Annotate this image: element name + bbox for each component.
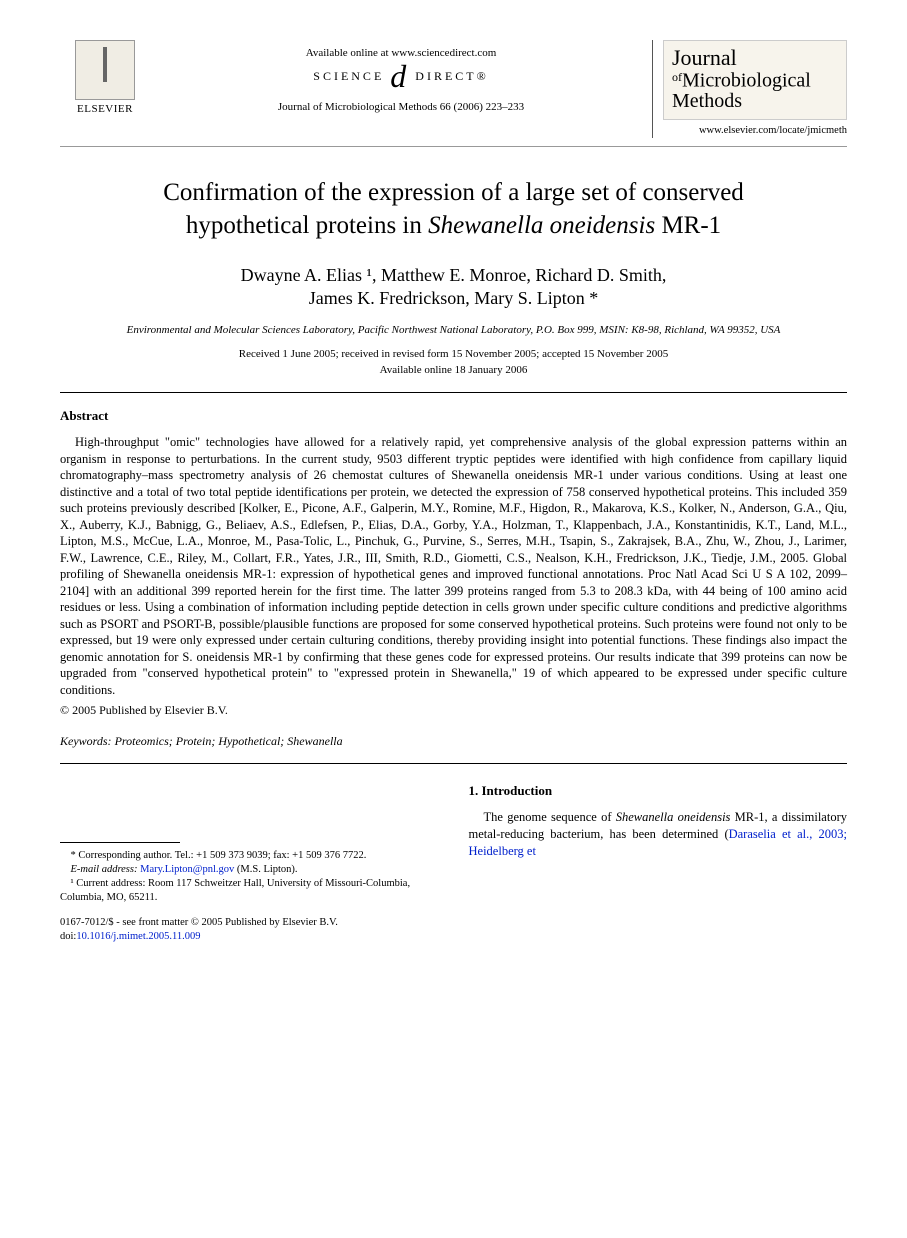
citation-line: Journal of Microbiological Methods 66 (2…: [150, 100, 652, 115]
author-email-link[interactable]: Mary.Lipton@pnl.gov: [137, 864, 234, 875]
title-species-name: Shewanella oneidensis: [428, 212, 655, 239]
intro-species-name: Shewanella oneidensis: [616, 810, 731, 824]
abstract-paragraph: High-throughput "omic" technologies have…: [60, 434, 847, 698]
abstract-heading: Abstract: [60, 407, 847, 425]
sd-text-right: DIRECT®: [415, 68, 488, 84]
bottom-meta: 0167-7012/$ - see front matter © 2005 Pu…: [60, 916, 439, 944]
footnotes-block: * Corresponding author. Tel.: +1 509 373…: [60, 849, 439, 906]
sciencedirect-logo: SCIENCE d DIRECT®: [313, 67, 488, 86]
journal-mid-word: Microbiological: [682, 69, 811, 91]
title-line1: Confirmation of the expression of a larg…: [163, 179, 744, 206]
abstract-body: High-throughput "omic" technologies have…: [60, 434, 847, 698]
authors-block: Dwayne A. Elias ¹, Matthew E. Monroe, Ri…: [60, 264, 847, 311]
keywords-line: Keywords: Proteomics; Protein; Hypotheti…: [60, 733, 847, 749]
copyright-line: © 2005 Published by Elsevier B.V.: [60, 702, 847, 718]
intro-paragraph: The genome sequence of Shewanella oneide…: [469, 809, 848, 860]
email-line: E-mail address: Mary.Lipton@pnl.gov (M.S…: [60, 863, 439, 877]
elsevier-tree-icon: [75, 40, 135, 100]
journal-name-line3: Methods: [672, 91, 838, 111]
doi-link[interactable]: 10.1016/j.mimet.2005.11.009: [76, 931, 200, 942]
introduction-body: The genome sequence of Shewanella oneide…: [469, 809, 848, 860]
title-line2-b: MR-1: [655, 212, 721, 239]
title-line2-a: hypothetical proteins in: [186, 212, 428, 239]
journal-header: ELSEVIER Available online at www.science…: [60, 40, 847, 138]
left-column: * Corresponding author. Tel.: +1 509 373…: [60, 782, 439, 944]
journal-name-line2: ofMicrobiological: [672, 69, 838, 91]
journal-top-word: Journal: [672, 45, 737, 70]
intro-text-a: The genome sequence of: [484, 810, 616, 824]
current-address-note: ¹ Current address: Room 117 Schweitzer H…: [60, 877, 439, 905]
journal-url[interactable]: www.elsevier.com/locate/jmicmeth: [663, 124, 847, 138]
article-dates: Received 1 June 2005; received in revise…: [60, 347, 847, 378]
journal-title-block: Journal ofMicrobiological Methods www.el…: [652, 40, 847, 138]
journal-of-word: of: [672, 70, 682, 84]
right-column: 1. Introduction The genome sequence of S…: [469, 782, 848, 944]
keywords-list: Proteomics; Protein; Hypothetical; Shewa…: [112, 734, 343, 748]
email-label: E-mail address:: [71, 864, 138, 875]
header-rule: [60, 146, 847, 147]
elsevier-label: ELSEVIER: [60, 102, 150, 117]
doi-label: doi:: [60, 931, 76, 942]
elsevier-logo-block: ELSEVIER: [60, 40, 150, 117]
sd-at-icon: d: [390, 67, 409, 86]
keywords-label: Keywords:: [60, 734, 112, 748]
journal-name-box: Journal ofMicrobiological Methods: [663, 40, 847, 120]
authors-line1: Dwayne A. Elias ¹, Matthew E. Monroe, Ri…: [241, 265, 667, 285]
corresponding-author-note: * Corresponding author. Tel.: +1 509 373…: [60, 849, 439, 863]
affiliation: Environmental and Molecular Sciences Lab…: [60, 323, 847, 337]
sd-text-left: SCIENCE: [313, 68, 384, 84]
authors-line2: James K. Fredrickson, Mary S. Lipton *: [309, 288, 598, 308]
article-title: Confirmation of the expression of a larg…: [60, 177, 847, 242]
introduction-heading: 1. Introduction: [469, 782, 848, 800]
abstract-top-rule: [60, 392, 847, 393]
two-column-region: * Corresponding author. Tel.: +1 509 373…: [60, 782, 847, 944]
journal-name-line1: Journal: [672, 47, 838, 69]
doi-line: doi:10.1016/j.mimet.2005.11.009: [60, 930, 439, 944]
issn-line: 0167-7012/$ - see front matter © 2005 Pu…: [60, 916, 439, 930]
dates-received: Received 1 June 2005; received in revise…: [239, 348, 668, 360]
abstract-bottom-rule: [60, 763, 847, 764]
dates-online: Available online 18 January 2006: [380, 364, 528, 376]
header-center: Available online at www.sciencedirect.co…: [150, 40, 652, 115]
footnote-rule: [60, 842, 180, 843]
email-attribution: (M.S. Lipton).: [234, 864, 297, 875]
